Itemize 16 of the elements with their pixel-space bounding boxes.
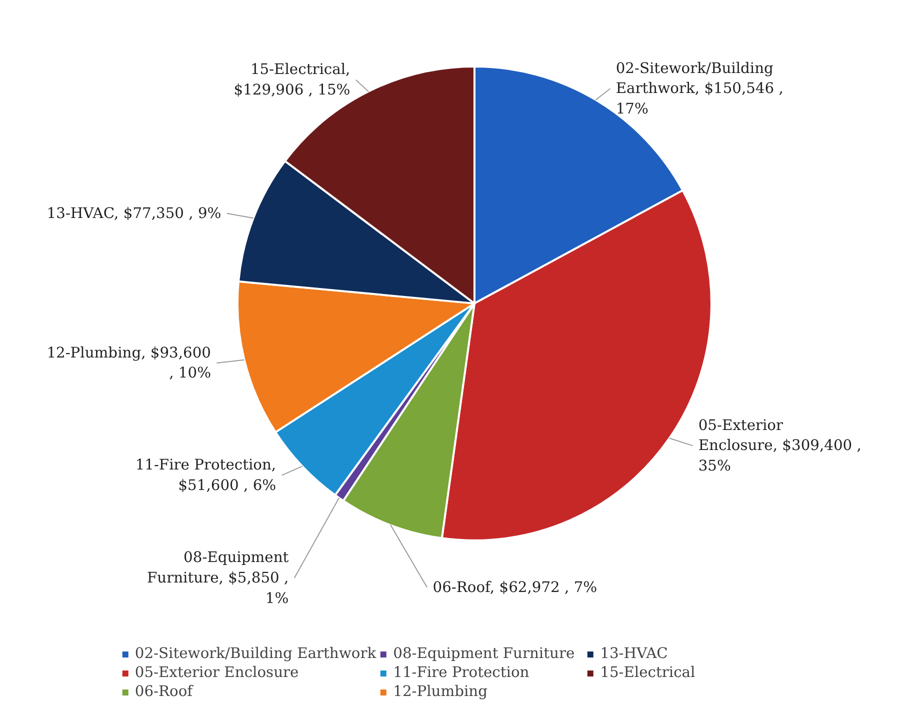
data-label: 12-Plumbing, $93,600 , 10% xyxy=(46,344,212,382)
data-label: 08-Equipment Furniture, $5,850 , 1% xyxy=(147,549,289,607)
legend-label: 11-Fire Protection xyxy=(393,664,530,681)
legend-label: 06-Roof xyxy=(134,683,194,700)
data-label: 15-Electrical, $129,906 , 15% xyxy=(234,61,350,99)
legend-label: 13-HVAC xyxy=(600,645,669,662)
legend-label: 08-Equipment Furniture xyxy=(393,645,576,662)
legend-label: 02-Sitework/Building Earthwork xyxy=(134,645,376,662)
data-label: 06-Roof, $62,972 , 7% xyxy=(432,578,598,596)
data-label: 02-Sitework/Building Earthwork, $150,546 , 17% xyxy=(616,60,784,118)
legend-label: 05-Exterior Enclosure xyxy=(134,664,300,681)
legend-label: 12-Plumbing xyxy=(393,683,489,700)
data-label: 05-Exterior Enclosure, $309,400 , 35% xyxy=(698,416,862,475)
legend-label: 15-Electrical xyxy=(600,664,696,681)
data-label: 13-HVAC, $77,350 , 9% xyxy=(46,204,222,222)
data-label: 11-Fire Protection, $51,600 , 6% xyxy=(135,456,276,494)
